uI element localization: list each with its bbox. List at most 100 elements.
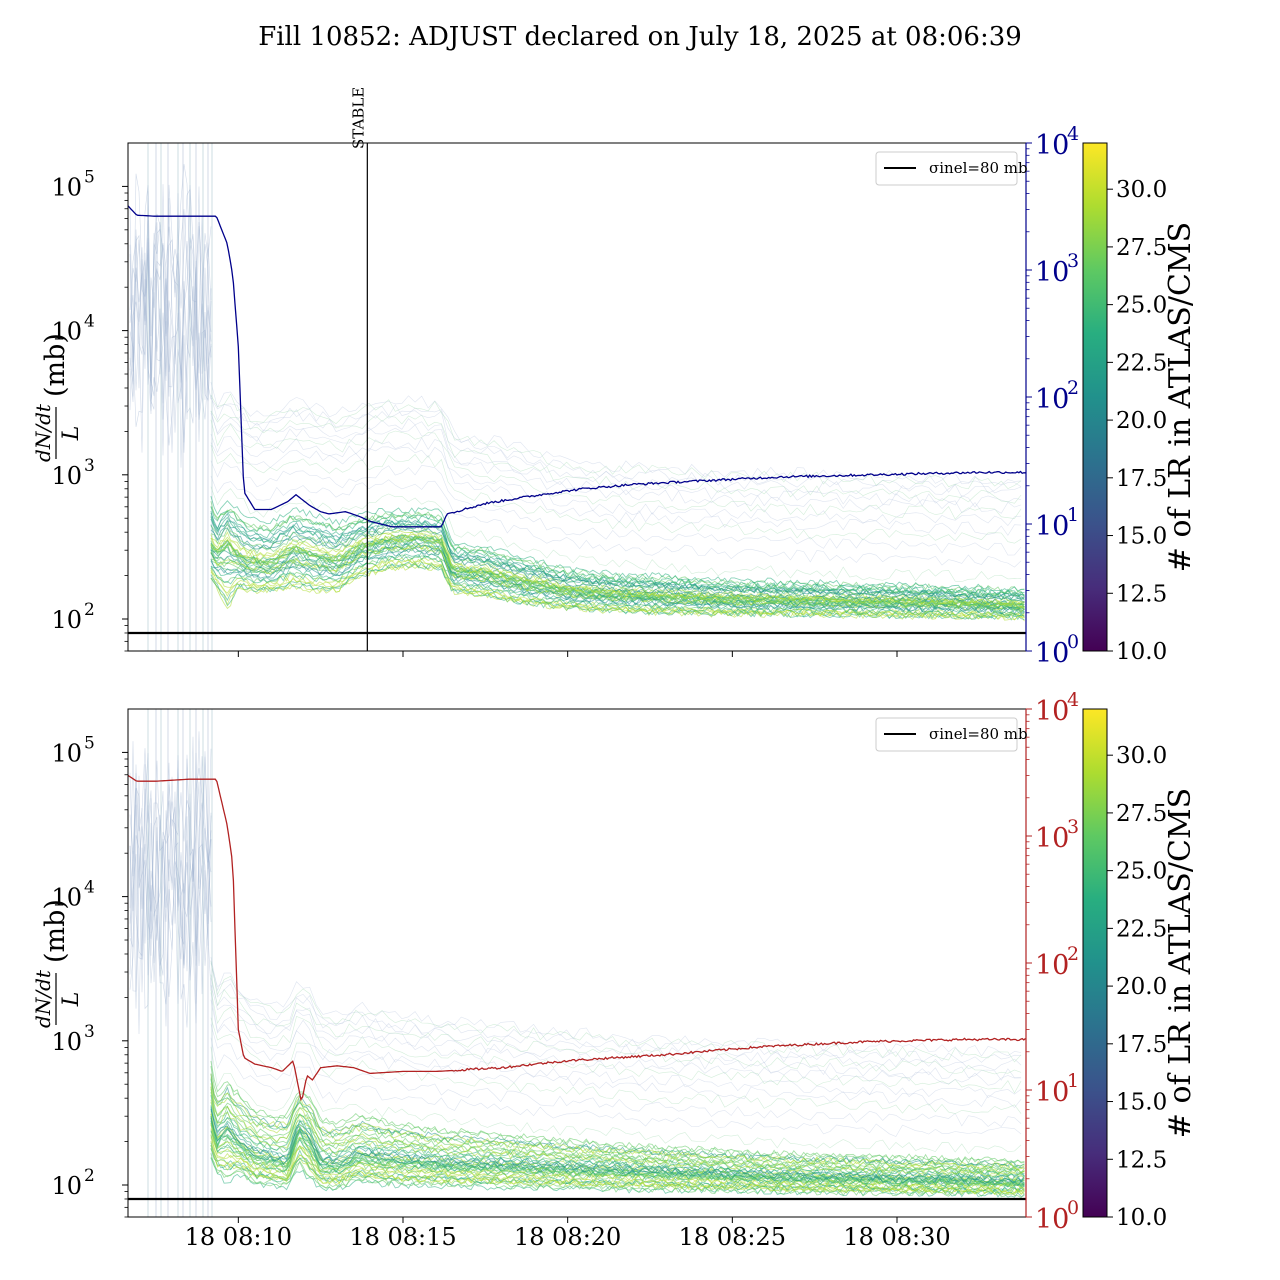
bottom-background-trace xyxy=(210,999,1022,1109)
top-secondary-series-line xyxy=(128,205,1026,528)
bottom-y-tick-exponent: 2 xyxy=(84,1166,95,1186)
bottom-background-trace xyxy=(210,961,1022,1063)
top-y-tick-label: 10 xyxy=(51,462,82,490)
top-legend-box xyxy=(875,151,1018,186)
top-early-trace xyxy=(129,226,212,420)
bottom-colorbar-tick-label: 25.0 xyxy=(1116,859,1167,885)
bottom-colorbar-gradient xyxy=(1082,708,1108,1218)
bottom-colorbar-tick-label: 20.0 xyxy=(1116,974,1167,1000)
top-y2-tick-label: 10 xyxy=(1035,130,1069,161)
bottom-background-trace xyxy=(210,960,1022,1071)
top-band-trace xyxy=(210,533,1025,609)
top-background-trace xyxy=(210,393,1022,490)
bottom-background-trace xyxy=(210,974,1022,1075)
bottom-y-label-unit: (mb) xyxy=(40,899,71,963)
bottom-early-trace xyxy=(129,775,212,998)
bottom-plot-content xyxy=(128,709,1026,1217)
bottom-background-trace xyxy=(210,962,1022,1063)
top-colorbar-label: # of LR in ATLAS/CMS xyxy=(1163,222,1198,572)
top-colorbar-tick-label: 20.0 xyxy=(1116,408,1167,434)
bottom-spikes xyxy=(129,709,213,1217)
top-band-trace xyxy=(210,536,1025,608)
top-y-tick-exponent: 4 xyxy=(84,312,95,332)
top-background-trace xyxy=(210,381,1022,486)
top-early-trace xyxy=(129,184,212,385)
top-y-label-denominator: L xyxy=(59,426,84,442)
bottom-y2-tick-label: 10 xyxy=(1035,1077,1069,1108)
bottom-x-tick-label: 18 08:30 xyxy=(843,1223,950,1251)
top-early-trace xyxy=(129,209,212,410)
bottom-y2-tick-exponent: 1 xyxy=(1067,1070,1079,1092)
bottom-band-trace xyxy=(210,1147,1025,1195)
bottom-early-trace xyxy=(129,802,212,1027)
bottom-x-tick-label: 18 08:25 xyxy=(679,1223,786,1251)
top-y-tick-label: 10 xyxy=(51,173,82,201)
bottom-band-trace xyxy=(210,1060,1025,1164)
bottom-band-trace xyxy=(210,1091,1025,1174)
top-y-axis-label: dN/dt L (mb) xyxy=(31,333,84,462)
bottom-band-trace xyxy=(210,1117,1025,1187)
bottom-y2-tick-label: 10 xyxy=(1035,823,1069,854)
bottom-legend: σinel=80 mb xyxy=(875,717,1028,752)
top-colorbar-tick-label: 15.0 xyxy=(1116,524,1167,550)
top-background-trace xyxy=(210,413,1022,508)
top-y-tick-exponent: 2 xyxy=(84,600,95,620)
bottom-y-tick-label: 10 xyxy=(51,884,82,912)
top-band-trace xyxy=(210,515,1025,601)
top-early-trace xyxy=(129,208,212,418)
top-y-label-unit: (mb) xyxy=(40,333,71,397)
bottom-band-trace xyxy=(210,1116,1025,1187)
top-background-trace xyxy=(210,395,1022,498)
bottom-background-trace xyxy=(210,1037,1022,1137)
top-colorbar-tick-label: 30.0 xyxy=(1116,177,1167,203)
bottom-early-trace xyxy=(129,804,212,1010)
top-band xyxy=(210,495,1025,622)
bottom-band-trace xyxy=(210,1144,1025,1195)
bottom-early-trace xyxy=(129,753,212,976)
top-colorbar-ticks: 10.0 12.5 15.0 17.5 20.0 22.5 25.0 27.5 30.0 xyxy=(1107,177,1167,665)
top-colorbar: 10.0 12.5 15.0 17.5 20.0 22.5 25.0 27.5 30.0 # o… xyxy=(1082,142,1198,665)
bottom-band-trace xyxy=(210,1120,1025,1188)
top-y-tick-label: 10 xyxy=(51,606,82,634)
top-background-trace xyxy=(210,460,1022,556)
top-early-trace xyxy=(129,173,212,401)
bottom-early-trace xyxy=(129,736,212,957)
bottom-y-tick-exponent: 5 xyxy=(84,733,95,753)
bottom-axes-frame xyxy=(127,708,1027,1218)
bottom-y-tick-label: 10 xyxy=(51,1172,82,1200)
top-colorbar-tick-label: 22.5 xyxy=(1116,350,1167,376)
top-colorbar-tick-label: 17.5 xyxy=(1116,466,1167,492)
bottom-band-trace xyxy=(210,1140,1025,1196)
top-colorbar-gradient xyxy=(1082,142,1108,652)
bottom-y2-tick-exponent: 4 xyxy=(1067,689,1079,711)
bottom-early-trace xyxy=(129,751,212,960)
bottom-x-tick-label: 18 08:15 xyxy=(349,1223,456,1251)
top-x-ticks xyxy=(237,651,898,657)
top-colorbar-tick-label: 25.0 xyxy=(1116,293,1167,319)
bottom-colorbar-label: # of LR in ATLAS/CMS xyxy=(1163,788,1198,1138)
bottom-y2-tick-exponent: 3 xyxy=(1067,816,1079,838)
top-y2-tick-exponent: 2 xyxy=(1067,377,1079,399)
top-band-trace xyxy=(210,561,1025,621)
bottom-x-tick-label: 18 08:10 xyxy=(185,1223,292,1251)
bottom-y2-tick-exponent: 0 xyxy=(1067,1197,1079,1219)
bottom-colorbar-ticks: 10.0 12.5 15.0 17.5 20.0 22.5 25.0 27.5 30.0 xyxy=(1107,743,1167,1231)
bottom-x-tick-label: 18 08:20 xyxy=(514,1223,621,1251)
top-background-trace xyxy=(210,410,1022,504)
bottom-background-trace xyxy=(210,1024,1022,1128)
bottom-colorbar-tick-label: 22.5 xyxy=(1116,916,1167,942)
bottom-background-traces xyxy=(210,956,1022,1154)
bottom-y-tick-label: 10 xyxy=(51,739,82,767)
bottom-y-label-denominator: L xyxy=(59,992,84,1008)
bottom-background-trace xyxy=(210,1046,1022,1154)
top-background-trace xyxy=(210,475,1022,568)
bottom-colorbar-tick-label: 12.5 xyxy=(1116,1147,1167,1173)
bottom-legend-box xyxy=(875,717,1018,752)
bottom-y2-tick-label: 10 xyxy=(1035,696,1069,727)
top-y-tick-label: 10 xyxy=(51,318,82,346)
top-y-tick-exponent: 5 xyxy=(84,167,95,187)
top-background-traces xyxy=(210,381,1022,582)
top-y2-tick-label: 10 xyxy=(1035,384,1069,415)
top-y-tick-exponent: 3 xyxy=(84,456,95,476)
